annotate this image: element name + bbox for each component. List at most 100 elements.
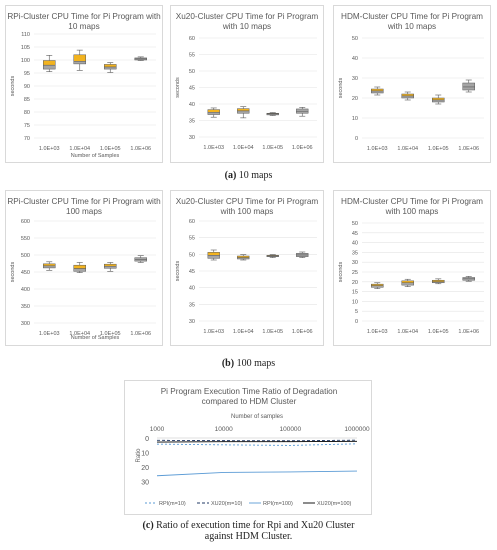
box-lower: [266, 255, 279, 257]
x-tick-label: 1.0E+05: [262, 329, 283, 335]
y-tick-label: 105: [21, 45, 30, 51]
legend-label: RPI(m=10): [159, 501, 186, 507]
x-tick-label: 1.0E+06: [458, 146, 479, 152]
y-tick-label: 400: [21, 287, 30, 293]
x-tick-label: 1.0E+06: [292, 145, 313, 151]
box-upper: [237, 108, 250, 112]
box-upper: [401, 280, 414, 284]
y-tick-label: 55: [189, 236, 195, 242]
y-tick-label: 35: [189, 119, 195, 125]
box-upper: [43, 263, 56, 267]
y-tick-label: 40: [352, 241, 358, 247]
x-axis-label: Number of Samples: [71, 335, 120, 341]
x-tick-label: 100000: [279, 426, 301, 433]
chart-title: Pi Program Execution Time Ratio of Degra…: [160, 387, 338, 406]
y-axis-label: seconds: [10, 262, 16, 283]
y-tick-label: 500: [21, 253, 30, 259]
box-upper: [43, 60, 56, 66]
y-tick-label: 5: [355, 309, 358, 315]
legend-label: XU20(m=100): [317, 501, 352, 507]
y-tick-label: 50: [352, 221, 358, 227]
y-tick-label: 300: [21, 321, 30, 327]
x-tick-label: 1.0E+06: [458, 329, 479, 335]
box-lower: [401, 95, 414, 99]
series-line: [156, 440, 358, 443]
box-lower: [371, 90, 384, 94]
chart-title: HDM-Cluster CPU Time for Pi Program with…: [341, 197, 483, 216]
x-tick-label: 1.0E+04: [397, 146, 418, 152]
y-tick-label: 50: [189, 252, 195, 258]
y-tick-label: 95: [24, 71, 30, 77]
figure-caption-c: (c) Ratio of execution time for Rpi and …: [0, 520, 497, 542]
chart-panel-rpi-100: RPi-Cluster CPU Time for Pi Program with…: [5, 190, 163, 346]
box-upper: [462, 82, 475, 88]
box-lower: [237, 110, 250, 114]
box-upper: [104, 263, 117, 267]
y-axis-label: seconds: [338, 262, 344, 283]
y-tick-label: 50: [189, 69, 195, 75]
chart-title: HDM-Cluster CPU Time for Pi Program with…: [341, 12, 483, 31]
x-tick-label: 1.0E+04: [397, 329, 418, 335]
box-lower: [73, 268, 86, 272]
y-tick-label: 60: [189, 219, 195, 225]
x-tick-label: 1.0E+05: [100, 331, 121, 337]
y-tick-label: 80: [24, 110, 30, 116]
series-line: [156, 470, 358, 477]
box-plot: 30 35 40 45 50 55 60 seconds 1.0E+03 1.0E+04 1.0E+…: [175, 219, 317, 335]
y-tick-label: 450: [21, 270, 30, 276]
box-lower: [134, 259, 147, 262]
x-tick-label: 1.0E+06: [292, 329, 313, 335]
y-tick-label: 30: [352, 260, 358, 266]
x-tick-label: 1.0E+05: [428, 329, 449, 335]
caption-text: 10 maps: [238, 170, 273, 181]
y-tick-label: 10: [352, 299, 358, 305]
y-tick-label: 30: [352, 76, 358, 82]
box-lower: [43, 64, 56, 70]
caption-text: 100 maps: [236, 358, 276, 369]
y-tick-label: 10: [141, 451, 149, 458]
y-axis-label: seconds: [10, 76, 16, 97]
x-tick-label: 1.0E+04: [233, 145, 254, 151]
x-axis-label: Number of Samples: [71, 153, 120, 159]
box-lower: [462, 86, 475, 91]
y-tick-label: 30: [141, 480, 149, 487]
box-upper: [296, 108, 309, 112]
box-plot: 70 75 80 85 90 95 100 105 110 seconds 1.0E+03 1.0E+…: [10, 32, 156, 159]
chart-panel-hdm-10: HDM-Cluster CPU Time for Pi Program with…: [333, 5, 491, 163]
y-tick-label: 45: [189, 269, 195, 275]
box-plot: 30 35 40 45 50 55 60 seconds 1.0E+03 1.0E+04 1.0E+…: [175, 36, 317, 151]
y-axis-label: seconds: [338, 78, 344, 99]
x-tick-label: 1.0E+05: [428, 146, 449, 152]
caption-text: Ratio of execution time for Rpi and Xu20…: [156, 520, 355, 531]
x-tick-label: 1.0E+03: [39, 146, 60, 152]
figure-caption-b: (b) 100 maps: [0, 358, 497, 369]
y-tick-label: 75: [24, 123, 30, 129]
chart-panel-rpi-10: RPi-Cluster CPU Time for Pi Program with…: [5, 5, 163, 163]
y-axis-label: seconds: [175, 77, 181, 98]
y-tick-label: 0: [355, 319, 358, 325]
y-tick-label: 70: [24, 136, 30, 142]
box-lower: [462, 278, 475, 281]
box-lower: [296, 111, 309, 114]
x-tick-label: 1000000: [344, 426, 370, 433]
x-tick-label: 1.0E+06: [130, 146, 151, 152]
y-tick-label: 15: [352, 290, 358, 296]
y-tick-label: 350: [21, 304, 30, 310]
figure-caption-a: (a) 10 maps: [0, 170, 497, 181]
x-tick-label: 1.0E+03: [203, 329, 224, 335]
series-line: [156, 439, 358, 442]
box-lower: [104, 265, 117, 269]
chart-title: RPi-Cluster CPU Time for Pi Program with…: [7, 197, 161, 216]
x-tick-label: 1.0E+04: [233, 329, 254, 335]
y-axis-label: Ratio: [136, 448, 142, 463]
box-upper: [207, 252, 220, 256]
chart-panel-hdm-100: HDM-Cluster CPU Time for Pi Program with…: [333, 190, 491, 346]
y-tick-label: 30: [189, 135, 195, 141]
x-tick-label: 1.0E+03: [39, 331, 60, 337]
box-lower: [43, 265, 56, 269]
y-tick-label: 25: [352, 270, 358, 276]
x-tick-label: 1.0E+03: [367, 146, 388, 152]
y-tick-label: 35: [352, 250, 358, 256]
chart-title: RPi-Cluster CPU Time for Pi Program with…: [7, 12, 161, 31]
y-tick-label: 0: [145, 436, 149, 443]
